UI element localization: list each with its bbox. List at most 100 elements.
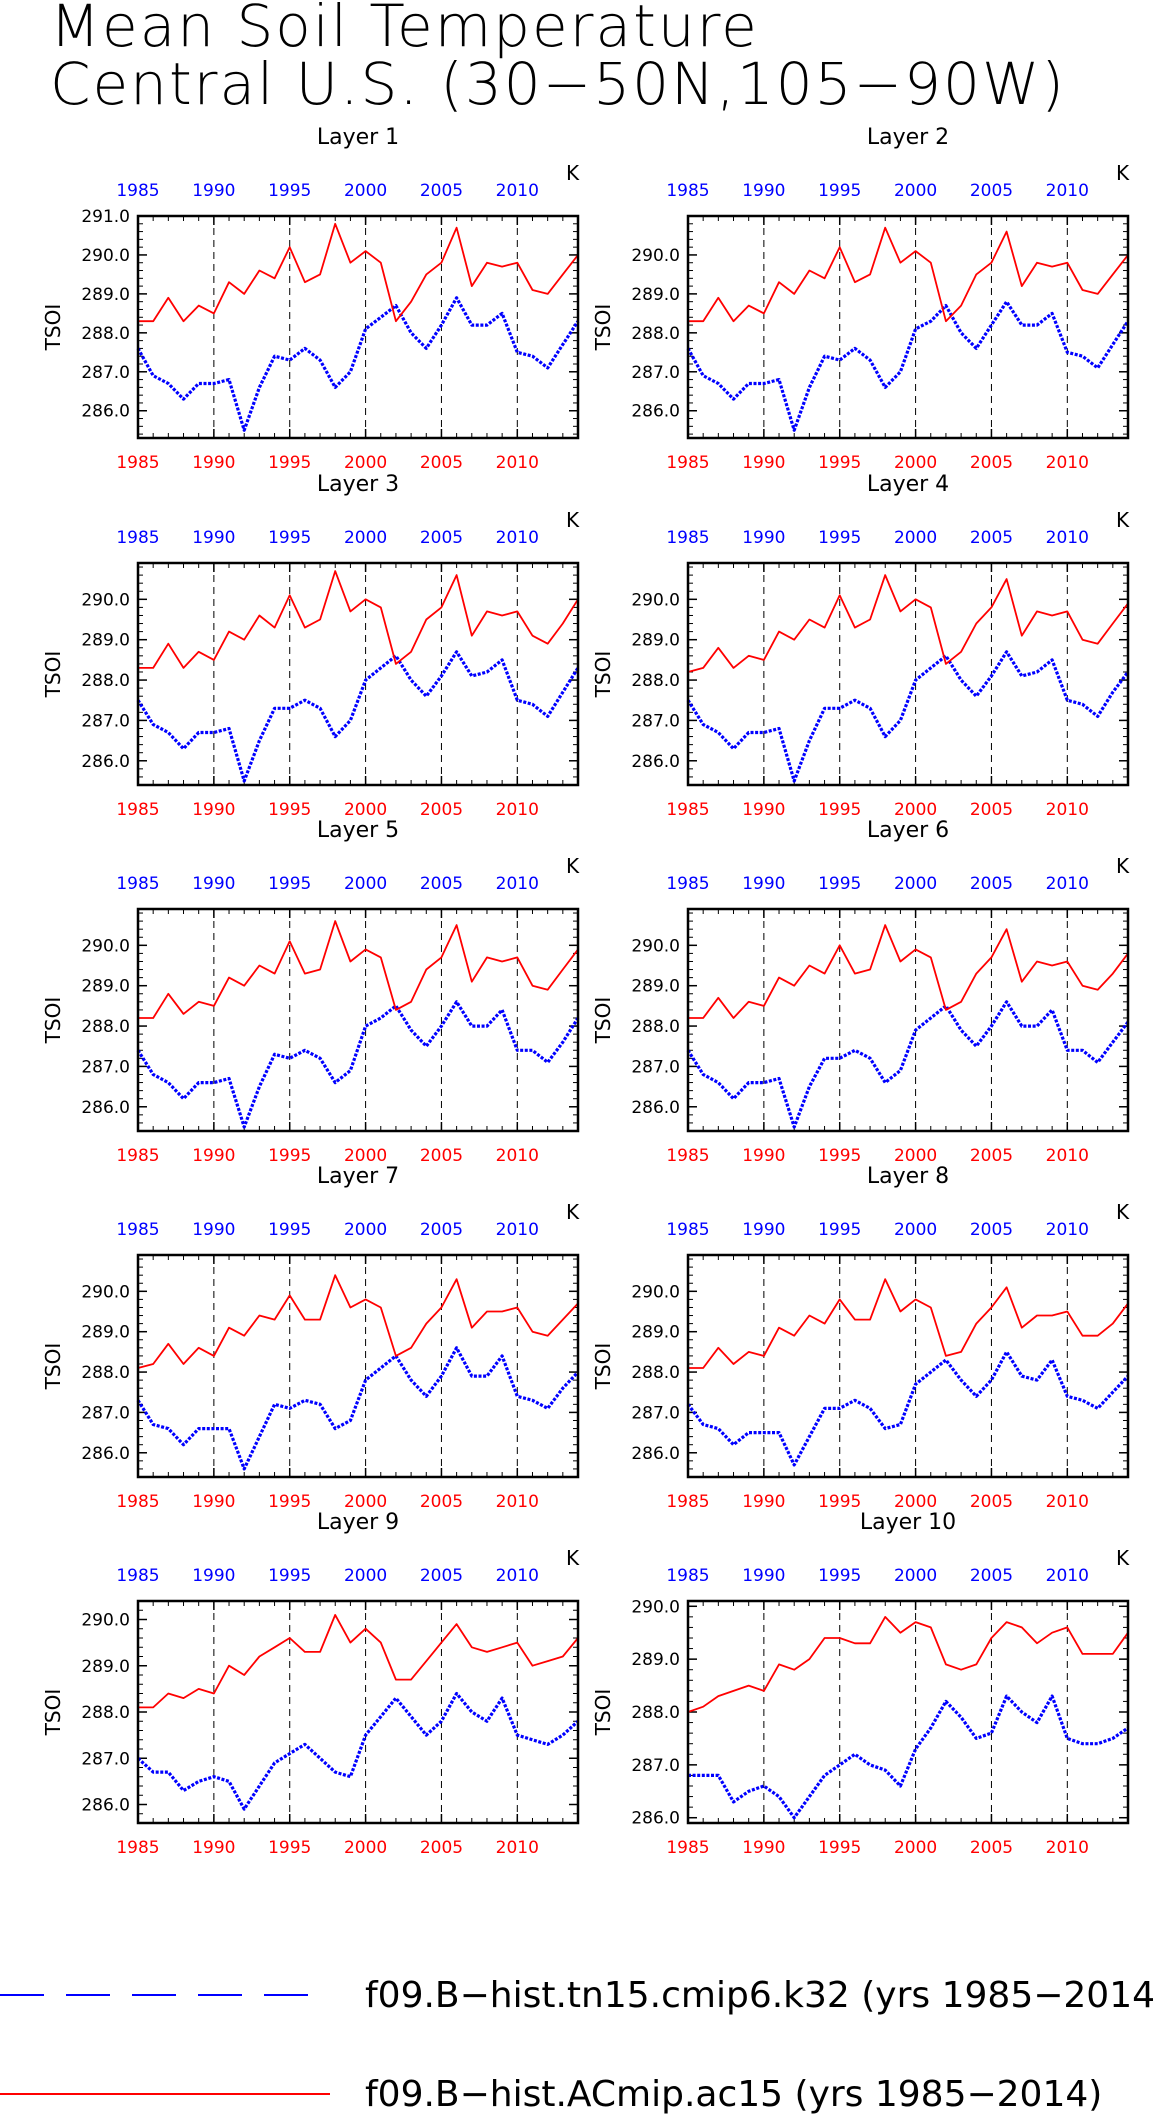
x-tick-label-bottom: 2005 [420,1146,463,1166]
y-tick-label: 287.0 [631,1756,680,1776]
y-tick-label: 289.0 [81,977,130,997]
x-tick-label-top: 2010 [496,528,539,548]
plot-frame [136,1253,580,1479]
x-tick-label-top: 1990 [192,1566,235,1586]
y-tick-label: 286.0 [81,1796,130,1816]
x-tick-label-top: 2000 [344,874,387,894]
y-tick-label: 287.0 [81,1749,130,1769]
y-tick-label: 287.0 [631,711,680,731]
plot-frame [686,214,1130,440]
series-line-red [138,222,579,323]
y-tick-label: 288.0 [631,1017,680,1037]
x-tick-label-top: 2010 [496,1566,539,1586]
series-line-blue [686,1000,1130,1129]
chart-panel-4: Layer 4 K TSOI 1985 1985 1990 1990 1995 1995 2000… [591,472,1130,820]
series-line-blue [136,296,580,432]
series-line-red [688,226,1129,323]
y-tick-label: 288.0 [81,1017,130,1037]
x-tick-label-top: 2005 [970,181,1013,201]
y-tick-label: 286.0 [631,402,680,422]
x-tick-label-bottom: 2000 [894,800,937,820]
x-tick-label-top: 1985 [666,181,709,201]
series-line-blue [136,1691,580,1811]
y-tick-label: 287.0 [631,363,680,383]
series-line-red [687,1616,1129,1713]
x-tick-label-top: 1985 [116,181,159,201]
y-tick-label: 287.0 [631,1057,680,1077]
x-tick-label-top: 1985 [116,528,159,548]
y-tick-label: 290.0 [81,590,130,610]
x-tick-label-bottom: 1985 [116,1838,159,1858]
x-tick-label-top: 2005 [970,528,1013,548]
x-tick-label-bottom: 2005 [420,1492,463,1512]
x-tick-label-top: 2000 [344,1220,387,1240]
units-label: K [1116,1200,1130,1224]
x-tick-label-bottom: 1985 [666,800,709,820]
x-tick-label-top: 1995 [818,874,861,894]
series-line-red [687,574,1129,673]
series-line-blue [136,1346,580,1471]
plot-frame [136,561,580,787]
y-tick-label: 289.0 [81,1657,130,1677]
y-tick-label: 287.0 [81,711,130,731]
series-line-blue [688,1694,1129,1820]
y-tick-label: 290.0 [631,1282,680,1302]
x-tick-label-bottom: 1985 [116,1146,159,1166]
x-tick-label-bottom: 1985 [666,1146,709,1166]
y-tick-label: 287.0 [81,363,130,383]
x-tick-label-bottom: 2010 [1046,1838,1089,1858]
y-tick-label: 287.0 [631,1403,680,1423]
series-line-red [688,924,1129,1019]
x-tick-label-bottom: 2010 [1046,1146,1089,1166]
x-tick-label-top: 2005 [420,1220,463,1240]
panel-title: Layer 5 [317,818,399,843]
legend-line-red [0,2093,330,2095]
x-tick-label-bottom: 1990 [192,1492,235,1512]
x-tick-label-bottom: 2000 [894,453,937,473]
x-tick-label-bottom: 2005 [420,800,463,820]
y-tick-label: 286.0 [631,1809,680,1829]
x-tick-label-top: 1990 [192,528,235,548]
x-tick-label-bottom: 1990 [192,453,235,473]
y-tick-label: 288.0 [81,1363,130,1383]
x-tick-label-bottom: 1985 [116,453,159,473]
units-label: K [566,161,580,185]
y-axis-label: TSOI [41,1689,65,1737]
x-tick-label-top: 2010 [1046,874,1089,894]
legend-label-blue: f09.B−hist.tn15.cmip6.k32 (yrs 1985−2014… [365,1975,1155,2016]
x-tick-label-bottom: 2000 [344,453,387,473]
y-tick-label: 288.0 [631,1363,680,1383]
y-tick-label: 286.0 [81,1098,130,1118]
chart-title-line1: Mean Soil Temperature [50,0,759,60]
x-tick-label-top: 1990 [742,1220,785,1240]
series-line-blue [686,300,1130,432]
x-tick-label-bottom: 2000 [344,1838,387,1858]
x-tick-label-bottom: 1995 [268,1492,311,1512]
x-tick-label-top: 1985 [116,1220,159,1240]
y-tick-label: 288.0 [81,1703,130,1723]
x-tick-label-top: 1990 [742,1566,785,1586]
y-tick-label: 290.0 [81,1282,130,1302]
x-tick-label-bottom: 2010 [1046,1492,1089,1512]
series-line-blue [136,1000,580,1129]
x-tick-label-top: 2010 [1046,528,1089,548]
x-tick-label-top: 1995 [268,1220,311,1240]
legend-line-blue [0,1994,330,1996]
panel-title: Layer 7 [317,1164,399,1189]
chart-panel-7: Layer 7 K TSOI 1985 1985 1990 1990 1995 1995 2000… [41,1164,580,1512]
chart-title-line2: Central U.S. (30−50N,105−90W) [50,50,1066,118]
panel-title: Layer 8 [867,1164,949,1189]
x-tick-label-bottom: 2005 [970,1146,1013,1166]
y-tick-label: 288.0 [631,324,680,344]
x-tick-label-bottom: 2000 [344,800,387,820]
units-label: K [566,854,580,878]
x-tick-label-top: 1995 [818,181,861,201]
x-tick-label-top: 1990 [192,181,235,201]
x-tick-label-top: 1995 [818,1220,861,1240]
y-axis-label: TSOI [591,651,615,699]
plot-frame [686,1599,1130,1825]
x-tick-label-top: 1995 [268,874,311,894]
x-tick-label-top: 1995 [268,181,311,201]
units-label: K [1116,854,1130,878]
x-tick-label-bottom: 2010 [1046,800,1089,820]
